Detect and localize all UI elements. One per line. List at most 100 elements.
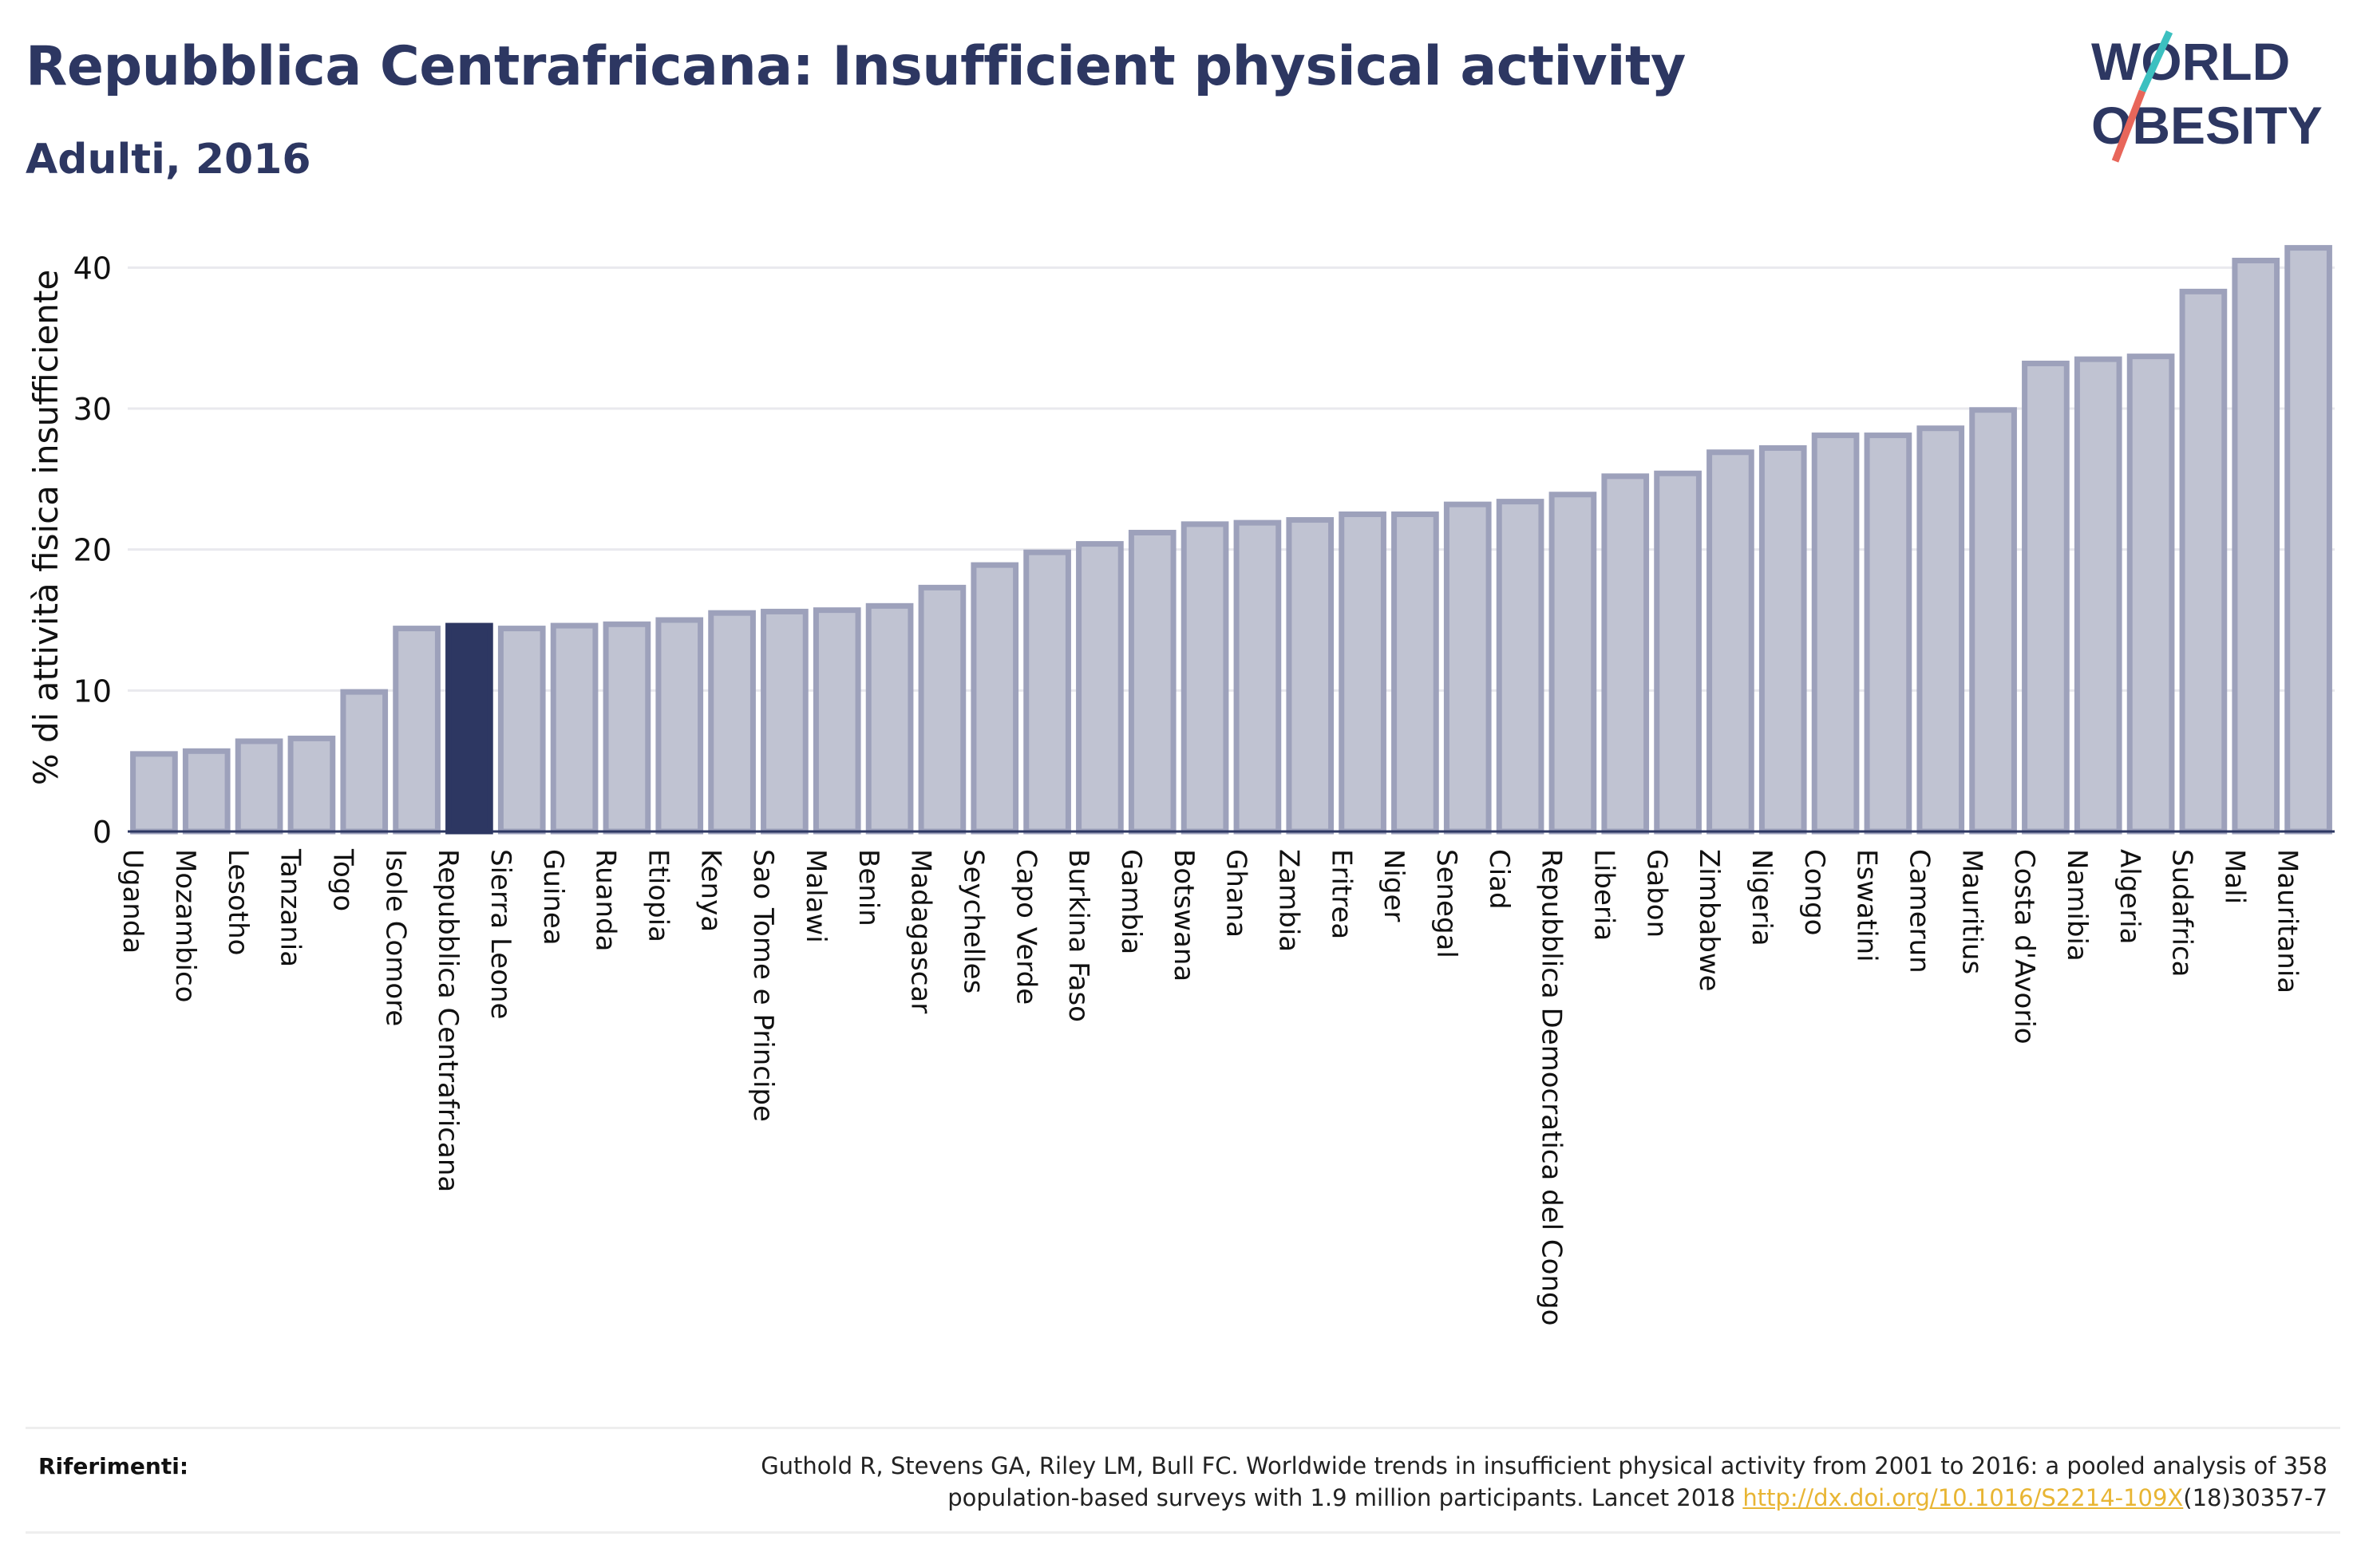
x-tick-label: Senegal [1430, 849, 1462, 958]
bar [1391, 511, 1439, 835]
bar [1339, 511, 1386, 835]
x-tick-label: Malawi [800, 849, 832, 943]
x-tick-label: Sierra Leone [484, 849, 516, 1019]
bar [287, 735, 336, 835]
bar [1128, 529, 1177, 835]
chart-title: Repubblica Centrafricana: Insufficient p… [26, 35, 1686, 98]
bar [1076, 541, 1124, 835]
bar [1864, 432, 1912, 835]
references-box: Riferimenti: Guthold R, Stevens GA, Rile… [26, 1427, 2340, 1534]
references-line1: Guthold R, Stevens GA, Riley LM, Bull FC… [761, 1452, 2327, 1479]
x-tick-label: Mozambico [169, 849, 201, 1002]
bars [130, 245, 2332, 835]
x-tick-label: Mauritania [2271, 849, 2303, 993]
x-tick-label: Repubblica Democratica del Congo [1536, 849, 1568, 1325]
x-tick-label: Algeria [2114, 849, 2145, 944]
x-tick-label: Ciad [1483, 849, 1515, 910]
x-tick-label: Guinea [537, 849, 569, 946]
bar [2074, 356, 2122, 835]
x-tick-label: Zambia [1272, 849, 1304, 952]
bar [708, 610, 756, 835]
bar [1654, 470, 1702, 835]
references-doi-link[interactable]: http://dx.doi.org/10.1016/S2214-109X [1742, 1484, 2184, 1511]
x-tick-label: Eswatini [1851, 849, 1883, 962]
y-tick-label: 10 [73, 673, 112, 709]
logo-slash-bottom-icon [2111, 89, 2146, 163]
x-tick-label: Etiopia [642, 849, 674, 942]
bar-chart: 0 10 20 30 40 Uganda Mozambico Lesotho Tanzania… [26, 245, 2335, 1325]
bar [655, 617, 704, 835]
bar [1233, 519, 1282, 835]
bar [918, 584, 967, 835]
bar [235, 738, 283, 835]
bar [2179, 288, 2228, 835]
y-tick-label: 30 [73, 392, 112, 427]
y-tick-label: 40 [73, 251, 112, 286]
x-tick-label: Eritrea [1325, 849, 1357, 939]
grid-lines [128, 266, 2335, 692]
bar [2284, 245, 2332, 835]
bar [497, 626, 546, 835]
x-tick-label: Repubblica Centrafricana [432, 849, 464, 1192]
bar [813, 607, 861, 835]
x-tick-label: Tanzania [275, 848, 306, 967]
bar [550, 622, 599, 835]
x-tick-label: Capo Verde [1010, 849, 1042, 1005]
bar [1916, 425, 1965, 835]
x-tick-label: Namibia [2061, 849, 2093, 962]
bar [761, 608, 809, 835]
bar [130, 751, 178, 835]
world-obesity-logo: WORLD OBESITY [2091, 30, 2323, 163]
x-tick-label: Benin [852, 849, 884, 926]
references-line2: population-based surveys with 1.9 millio… [947, 1484, 1743, 1511]
x-tick-label: Gabon [1640, 849, 1672, 938]
x-tick-label: Mauritius [1956, 849, 1987, 974]
logo-slash-top-icon [2138, 30, 2173, 93]
bar [1601, 473, 1650, 835]
bar [2126, 353, 2175, 835]
references-text: Guthold R, Stevens GA, Riley LM, Bull FC… [492, 1450, 2327, 1514]
bar [1443, 501, 1492, 835]
logo-line1: WORLD [2091, 32, 2290, 91]
bar [1496, 499, 1544, 835]
x-axis-labels: Uganda Mozambico Lesotho Tanzania Togo Isole … [117, 848, 2303, 1325]
x-tick-label: Kenya [694, 849, 726, 932]
y-axis-label: % di attività fisica insufficiente [26, 270, 65, 785]
bar [1180, 521, 1229, 835]
bar [1811, 432, 1860, 835]
x-tick-label: Ghana [1220, 849, 1252, 938]
x-tick-label: Nigeria [1746, 849, 1778, 946]
bar-highlighted [445, 622, 493, 835]
x-tick-label: Sao Tome e Principe [747, 849, 779, 1122]
x-tick-label: Isole Comore [379, 849, 411, 1026]
y-axis-ticks: 0 10 20 30 40 [73, 251, 112, 850]
bar [182, 748, 231, 835]
x-tick-label: Togo [326, 848, 358, 911]
bar [865, 602, 914, 835]
x-tick-label: Sudafrica [2166, 849, 2198, 977]
x-tick-label: Madagascar [905, 849, 937, 1013]
x-tick-label: Gambia [1115, 849, 1147, 954]
bar [1548, 492, 1597, 835]
bar [971, 562, 1019, 835]
x-tick-label: Lesotho [222, 849, 254, 955]
x-tick-label: Costa d'Avorio [2008, 849, 2040, 1045]
x-tick-label: Congo [1798, 849, 1830, 935]
x-tick-label: Mali [2218, 849, 2250, 904]
x-tick-label: Niger [1378, 849, 1410, 922]
x-tick-label: Zimbabwe [1693, 849, 1725, 992]
x-tick-label: Liberia [1588, 849, 1619, 941]
references-line2-end: (18)30357-7 [2183, 1484, 2327, 1511]
bar [1969, 407, 2017, 835]
bar [2232, 258, 2280, 835]
x-tick-label: Burkina Faso [1062, 849, 1094, 1022]
bar [1286, 517, 1335, 835]
x-tick-label: Seychelles [957, 849, 989, 993]
x-tick-label: Ruanda [590, 849, 622, 951]
references-label: Riferimenti: [38, 1453, 189, 1479]
chart-subtitle: Adulti, 2016 [26, 136, 311, 184]
bar [1706, 449, 1754, 835]
bar [2022, 360, 2070, 835]
x-tick-label: Botswana [1168, 849, 1200, 981]
bar [1758, 444, 1807, 835]
